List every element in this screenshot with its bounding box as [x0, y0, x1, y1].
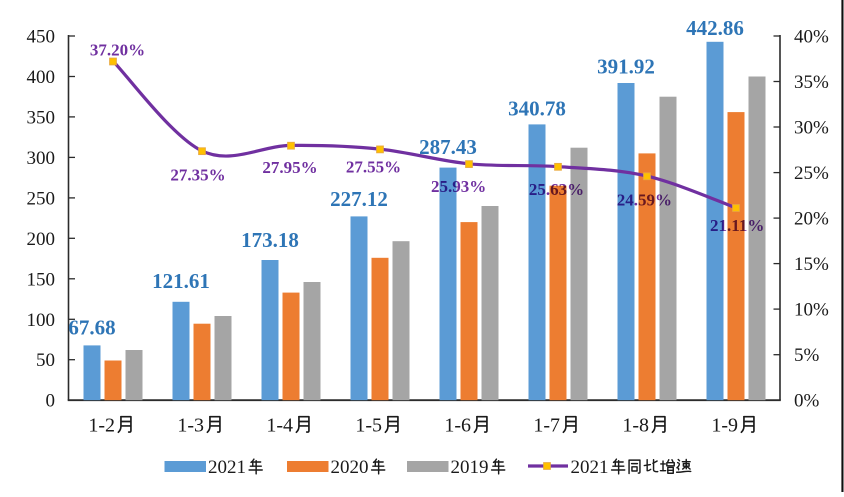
svg-text:35%: 35%	[794, 72, 829, 93]
svg-text:50: 50	[36, 350, 55, 371]
svg-text:0: 0	[46, 391, 56, 412]
svg-text:350: 350	[27, 107, 56, 128]
svg-text:2019: 2019	[451, 457, 489, 478]
svg-text:1-8: 1-8	[622, 415, 649, 437]
svg-text:27.55%: 27.55%	[346, 158, 401, 177]
svg-text:121.61: 121.61	[152, 269, 210, 293]
svg-text:5%: 5%	[794, 345, 820, 366]
svg-text:100: 100	[27, 310, 56, 331]
svg-text:442.86: 442.86	[686, 16, 744, 40]
svg-text:24.59%: 24.59%	[617, 191, 672, 210]
svg-text:10%: 10%	[794, 300, 829, 321]
svg-text:1-3: 1-3	[177, 415, 204, 437]
svg-text:391.92: 391.92	[597, 55, 655, 79]
svg-text:40%: 40%	[794, 27, 829, 48]
svg-text:1-6: 1-6	[444, 415, 471, 437]
svg-text:1-4: 1-4	[266, 415, 293, 437]
svg-text:1-5: 1-5	[355, 415, 382, 437]
svg-text:37.20%: 37.20%	[90, 41, 145, 60]
svg-text:2021: 2021	[208, 457, 246, 478]
svg-text:400: 400	[27, 67, 56, 88]
svg-text:300: 300	[27, 148, 56, 169]
svg-text:27.95%: 27.95%	[262, 158, 317, 177]
svg-text:2021: 2021	[571, 457, 609, 478]
svg-text:1-9: 1-9	[711, 415, 738, 437]
svg-text:250: 250	[27, 188, 56, 209]
svg-text:150: 150	[27, 269, 56, 290]
svg-text:2020: 2020	[331, 457, 369, 478]
svg-text:1-2: 1-2	[88, 415, 115, 437]
svg-text:30%: 30%	[794, 118, 829, 139]
svg-text:450: 450	[27, 27, 56, 48]
svg-text:25.63%: 25.63%	[529, 180, 584, 199]
svg-text:173.18: 173.18	[241, 228, 299, 252]
svg-text:21.11%: 21.11%	[710, 216, 764, 235]
svg-text:287.43: 287.43	[419, 135, 477, 159]
svg-text:15%: 15%	[794, 254, 829, 275]
svg-text:67.68: 67.68	[68, 315, 115, 339]
svg-text:340.78: 340.78	[508, 96, 566, 120]
svg-text:1-7: 1-7	[533, 415, 560, 437]
svg-text:0%: 0%	[794, 391, 820, 412]
svg-text:25%: 25%	[794, 163, 829, 184]
svg-text:25.93%: 25.93%	[431, 177, 486, 196]
svg-text:227.12: 227.12	[330, 187, 388, 211]
svg-text:20%: 20%	[794, 209, 829, 230]
svg-text:200: 200	[27, 229, 56, 250]
svg-text:27.35%: 27.35%	[170, 166, 225, 185]
